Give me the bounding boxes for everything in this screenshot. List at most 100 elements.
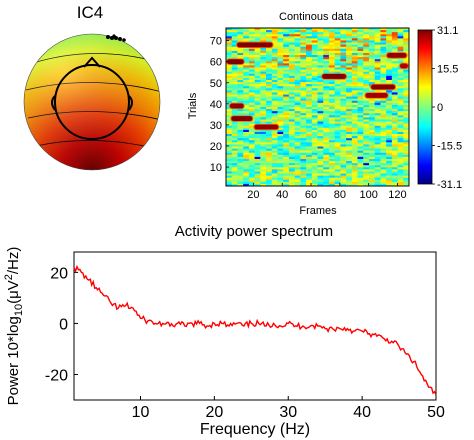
- heatmap-noise-cell: [357, 50, 364, 54]
- heatmap-noise-cell: [351, 121, 359, 125]
- heatmap-noise-cell: [243, 138, 250, 141]
- heatmap-noise-cell: [237, 125, 244, 129]
- heatmap-noise-cell: [323, 42, 330, 46]
- heatmap-noise-cell: [346, 127, 353, 131]
- colorbar-tick-label: 31.1: [437, 25, 458, 37]
- heatmap-noise-cell: [323, 28, 330, 31]
- heatmap-noise-cell: [226, 131, 233, 135]
- heatmap-noise-cell: [271, 55, 279, 58]
- heatmap-noise-cell: [237, 86, 244, 89]
- heatmap-noise-cell: [311, 173, 319, 177]
- heatmap-noise-cell: [317, 73, 324, 77]
- heatmap-noise-cell: [334, 131, 341, 135]
- heatmap-noise-cell: [340, 142, 347, 146]
- heatmap-noise-cell: [248, 150, 256, 154]
- heatmap-noise-cell: [294, 181, 301, 185]
- heatmap-noise-cell: [363, 127, 370, 131]
- heatmap-noise-cell: [226, 161, 233, 164]
- heatmap-noise-cell: [317, 175, 324, 179]
- heatmap-noise-cell: [254, 98, 261, 102]
- heatmap-noise-cell: [380, 75, 387, 79]
- heatmap-noise-cell: [403, 100, 409, 104]
- heatmap-noise-cell: [317, 123, 324, 127]
- heatmap-noise-cell: [254, 55, 261, 58]
- heatmap-noise-cell: [386, 161, 393, 164]
- heatmap-noise-cell: [334, 92, 341, 96]
- heatmap-noise-cell: [328, 40, 336, 44]
- heatmap-noise-cell: [237, 123, 244, 127]
- heatmap-noise-cell: [328, 171, 336, 175]
- heatmap-noise-cell: [306, 146, 313, 150]
- heatmap-noise-cell: [391, 146, 399, 150]
- heatmap-noise-cell: [277, 129, 284, 133]
- heatmap-noise-cell: [300, 175, 307, 179]
- heatmap-noise-cell: [271, 121, 279, 125]
- heatmap-noise-cell: [351, 171, 359, 175]
- heatmap-noise-cell: [226, 111, 233, 114]
- heatmap-noise-cell: [243, 154, 250, 158]
- heatmap-noise-cell: [403, 131, 409, 135]
- heatmap-noise-cell: [226, 84, 233, 87]
- heatmap-noise-cell: [328, 127, 336, 131]
- heatmap-segments: [226, 41, 409, 131]
- heatmap-noise-cell: [283, 148, 290, 152]
- heatmap-noise-cell: [397, 82, 404, 85]
- heatmap-noise-cell: [260, 88, 267, 91]
- heatmap-noise-cell: [237, 161, 244, 164]
- heatmap-noise-cell: [357, 104, 364, 108]
- heatmap-noise-cell: [386, 121, 393, 125]
- heatmap-noise-cell: [386, 44, 393, 48]
- heatmap-noise-cell: [374, 90, 382, 94]
- heatmap-noise-cell: [237, 148, 244, 152]
- heatmap-noise-cell: [328, 129, 336, 133]
- heatmap-noise-cell: [380, 57, 387, 60]
- heatmap-noise-cell: [386, 119, 393, 123]
- heatmap-noise-cell: [357, 90, 364, 94]
- heatmap-noise-cell: [288, 142, 296, 146]
- heatmap-noise-cell: [283, 156, 290, 160]
- heatmap-noise-cell: [374, 59, 382, 62]
- heatmap-noise-cell: [397, 156, 404, 160]
- heatmap-noise-cell: [300, 119, 307, 123]
- heatmap-noise-cell: [231, 30, 239, 33]
- heatmap-noise-cell: [277, 146, 284, 150]
- heatmap-noise-cell: [306, 71, 313, 75]
- heatmap-noise-cell: [403, 156, 409, 160]
- heatmap-noise-cell: [317, 100, 324, 104]
- heatmap-noise-cell: [340, 150, 347, 154]
- heatmap-noise-cell: [391, 152, 399, 156]
- heatmap-noise-cell: [260, 48, 267, 52]
- heatmap-noise-cell: [266, 50, 273, 54]
- heatmap-noise-cell: [380, 163, 387, 166]
- heatmap-noise-cell: [380, 102, 387, 106]
- heatmap-noise-cell: [334, 94, 341, 98]
- heatmap-noise-cell: [254, 107, 261, 110]
- heatmap-noise-cell: [397, 142, 404, 146]
- heatmap-noise-cell: [260, 177, 267, 181]
- heatmap-noise-cell: [317, 63, 324, 67]
- heatmap-noise-cell: [403, 109, 409, 112]
- heatmap-noise-cell: [300, 75, 307, 79]
- heatmap-noise-cell: [288, 125, 296, 129]
- heatmap-noise-cell: [283, 102, 290, 106]
- heatmap-noise-cell: [277, 111, 284, 114]
- heatmap-noise-cell: [368, 169, 376, 173]
- heatmap-noise-cell: [351, 152, 359, 156]
- heatmap-noise-cell: [300, 181, 307, 185]
- heatmap-noise-cell: [340, 127, 347, 131]
- heatmap-noise-cell: [311, 136, 319, 139]
- heatmap-noise-cell: [311, 113, 319, 116]
- heatmap-noise-cell: [277, 38, 284, 42]
- heatmap-noise-cell: [323, 131, 330, 135]
- heatmap-noise-cell: [357, 183, 364, 186]
- heatmap-noise-cell: [283, 30, 290, 33]
- heatmap-noise-cell: [323, 115, 330, 118]
- heatmap-noise-cell: [374, 127, 382, 131]
- heatmap-noise-cell: [391, 98, 399, 102]
- heatmap-noise-cell: [328, 165, 336, 168]
- heatmap-noise-cell: [328, 131, 336, 135]
- heatmap-noise-cell: [368, 77, 376, 81]
- heatmap-noise-cell: [323, 150, 330, 154]
- heatmap-noise-cell: [226, 142, 233, 146]
- heatmap-noise-cell: [311, 57, 319, 60]
